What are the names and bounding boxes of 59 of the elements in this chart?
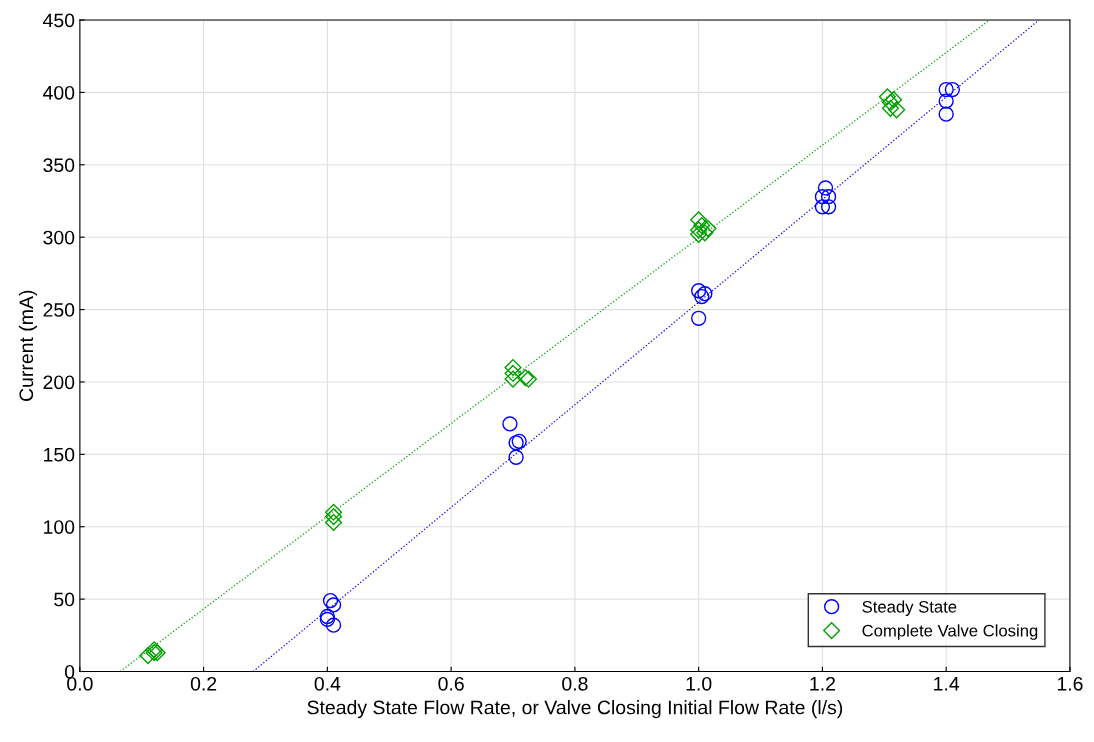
y-tick-label: 450 (43, 13, 75, 28)
point (699, 219, 717, 238)
point (325, 513, 343, 531)
point (690, 211, 708, 229)
y-tick-label: 300 (43, 230, 75, 245)
point (885, 91, 903, 109)
x-tick-label: 1.0 (686, 676, 712, 691)
y-tick-label: 250 (43, 303, 75, 317)
x-tick-label: 1.6 (1057, 676, 1083, 691)
x-tick-label: 0.6 (438, 676, 464, 691)
point (693, 217, 711, 235)
y-axis-title: Current (mA) (18, 290, 37, 401)
point (878, 88, 896, 106)
point (938, 81, 954, 98)
point (814, 189, 831, 205)
point (817, 180, 834, 196)
point (691, 283, 707, 299)
point (944, 81, 961, 98)
point (504, 358, 522, 377)
legend-label: Complete Valve Closing (862, 624, 1038, 640)
point (502, 416, 518, 432)
point (881, 99, 900, 117)
point (322, 592, 339, 609)
point (690, 221, 708, 239)
point (325, 508, 343, 526)
point (139, 647, 157, 665)
x-tick-label: 0.2 (190, 676, 217, 691)
y-tick-label: 350 (43, 158, 75, 173)
point (325, 597, 342, 613)
legend-label: Steady State (862, 600, 957, 616)
point (814, 199, 831, 215)
point (820, 189, 837, 205)
point (696, 224, 714, 242)
x-tick-label: 0.4 (314, 676, 341, 691)
y-tick-label: 0 (64, 664, 75, 679)
point (519, 370, 538, 388)
point (938, 93, 954, 109)
point (504, 370, 522, 388)
point (325, 617, 342, 633)
point (881, 94, 900, 112)
y-tick-label: 150 (44, 447, 75, 462)
point (690, 225, 708, 243)
point (325, 503, 343, 521)
y-tick-label: 50 (54, 592, 75, 607)
x-tick-label: 0.8 (562, 676, 588, 691)
point (516, 369, 534, 387)
point (888, 101, 906, 119)
point (508, 449, 524, 465)
y-tick-label: 200 (43, 375, 75, 390)
y-tick-label: 400 (43, 85, 75, 100)
point (938, 106, 954, 122)
point (504, 364, 522, 382)
point (691, 310, 707, 326)
x-tick-label: 1.4 (934, 677, 960, 691)
point (820, 199, 837, 215)
x-axis-title: Steady State Flow Rate, or Valve Closing Initial Flow Rate (l/s) (307, 700, 843, 719)
y-tick-label: 100 (44, 520, 75, 534)
x-tick-label: 1.2 (810, 676, 835, 691)
x-tick-label: 0.0 (67, 676, 93, 691)
